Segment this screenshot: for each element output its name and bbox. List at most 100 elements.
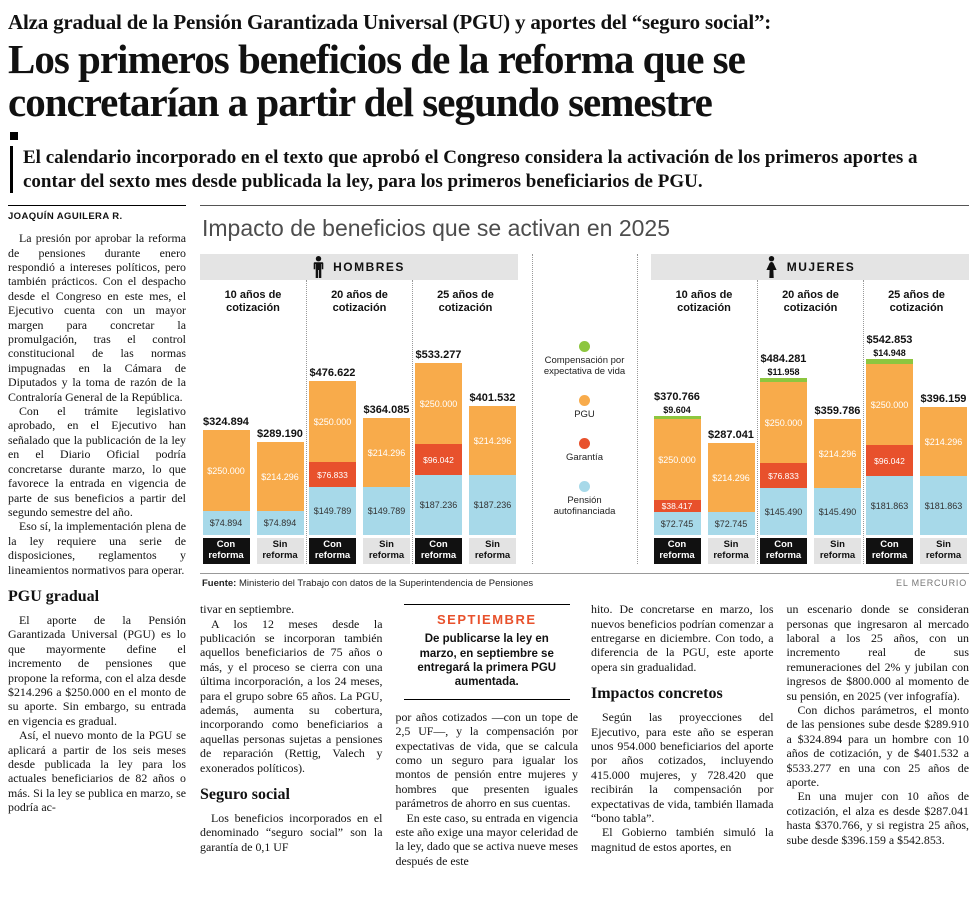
- bars: $533.277 $250.000 $96.042 $187.236 $401.532 $…: [413, 323, 518, 536]
- segment-pgu: $214.296: [256, 442, 304, 512]
- callout-title: SEPTIEMBRE: [436, 612, 537, 628]
- headline-line-1: Los primeros beneficios de la reforma qu…: [8, 36, 746, 82]
- segment-autofinanciada: $145.490: [814, 488, 861, 536]
- article-col-3: SEPTIEMBRE De publicarse la ley en marzo,…: [395, 602, 579, 868]
- compensacion-value: $14.948: [873, 348, 906, 359]
- section-label: HOMBRES: [333, 260, 405, 275]
- segment-autofinanciada: $72.745: [653, 512, 701, 536]
- bar-total: $289.190: [257, 428, 303, 441]
- bar-sin-reforma: $289.190 $214.296 $74.894: [256, 428, 304, 536]
- con-reforma-label: Con reforma: [415, 538, 462, 565]
- segment-autofinanciada: $187.236: [469, 475, 516, 536]
- section-label: MUJERES: [786, 260, 856, 275]
- segment-pgu: $214.296: [469, 406, 516, 476]
- bar-total: $287.041: [708, 429, 754, 442]
- segment-pgu: $214.296: [707, 443, 755, 513]
- bar-sin-reforma: $364.085 $214.296 $149.789: [363, 404, 410, 536]
- bar-total: $401.532: [469, 392, 516, 405]
- bar-con-reforma: $370.766 $9.604 $250.000 $38.417 $72.745: [653, 391, 701, 536]
- body-paragraph: En una mujer con 10 años de cotización, …: [786, 789, 970, 847]
- compensacion-value: $11.958: [767, 367, 800, 378]
- body-paragraph: En este caso, su entrada en vigencia est…: [395, 810, 579, 868]
- body-paragraph: Eso sí, la implementación plena de la le…: [8, 519, 186, 577]
- segment-pgu: $214.296: [363, 418, 410, 488]
- cotizacion-group: 20 años de cotización $476.622 $250.000 $76…: [306, 280, 412, 565]
- sin-reforma-label: Sin reforma: [363, 538, 410, 565]
- segment-pgu: $250.000: [415, 363, 462, 445]
- article-columns: tivar en septiembre. A los 12 meses desde…: [200, 602, 969, 868]
- reforma-labels: Con reforma Sin reforma: [864, 538, 969, 565]
- bar-total: $542.853: [866, 334, 913, 347]
- segment-compensacion: [866, 359, 913, 365]
- reforma-labels: Con reforma Sin reforma: [307, 538, 412, 565]
- legend-label: Compensación por expectativa de vida: [543, 354, 626, 377]
- bars: $324.894 $250.000 $74.894 $289.190 $214.296 $…: [200, 323, 306, 536]
- infographic-title: Impacto de beneficios que se activan en …: [202, 215, 670, 242]
- body-paragraph: por años cotizados —con un tope de 2,5 U…: [395, 709, 579, 811]
- legend-dot-compensacion: [579, 340, 590, 352]
- segment-garantia: $76.833: [760, 463, 807, 489]
- callout-text: De publicarse la ley en marzo, en septie…: [417, 633, 557, 689]
- article-col-1: La presión por aprobar la reforma de pen…: [8, 231, 186, 814]
- article-col-5: un escenario donde se consideran persona…: [787, 602, 970, 868]
- segment-pgu: $250.000: [309, 381, 356, 463]
- cotizacion-group: 10 años de cotización $370.766 $9.604 $250.…: [651, 280, 757, 565]
- legend-item-compensacion: Compensación por expectativa de vida: [537, 340, 633, 378]
- legend-label: Pensión autofinanciada: [553, 494, 616, 517]
- main-content: JOAQUÍN AGUILERA R. La presión por aprob…: [8, 205, 969, 868]
- groups: 10 años de cotización $324.894 $250.000 $74…: [200, 280, 518, 565]
- right-area: Impacto de beneficios que se activan en …: [200, 205, 969, 868]
- bar-total: $364.085: [363, 404, 410, 417]
- segment-pgu: $250.000: [866, 364, 913, 446]
- body-paragraph: Con el trámite legislativo aprobado, en …: [8, 404, 186, 519]
- article-col-1-wrap: JOAQUÍN AGUILERA R. La presión por aprob…: [8, 205, 186, 868]
- body-paragraph: A los 12 meses desde la publicación se i…: [200, 616, 383, 775]
- body-paragraph: Con dichos parámetros, el monto de las p…: [786, 703, 970, 790]
- legend-dot-autofinanciada: [579, 480, 590, 492]
- bars: $542.853 $14.948 $250.000 $96.042 $181.863 $3…: [864, 323, 969, 536]
- section-subhead: Impactos concretos: [591, 685, 723, 703]
- group-label: 10 años de cotización: [675, 289, 733, 315]
- chart-row: HOMBRES 10 años de cotización $324.894 $250…: [200, 254, 969, 565]
- bars: $370.766 $9.604 $250.000 $38.417 $72.745 $287…: [651, 323, 757, 536]
- segment-pgu: $250.000: [202, 430, 250, 512]
- segment-autofinanciada: $187.236: [415, 475, 462, 536]
- byline: JOAQUÍN AGUILERA R.: [8, 205, 186, 222]
- con-reforma-label: Con reforma: [202, 538, 250, 565]
- body-paragraph: un escenario donde se consideran persona…: [786, 602, 970, 703]
- segment-garantia: $38.417: [653, 500, 701, 513]
- segment-pgu: $214.296: [814, 419, 861, 489]
- con-reforma-label: Con reforma: [866, 538, 913, 565]
- segment-autofinanciada: $145.490: [760, 488, 807, 536]
- body-paragraph: tivar en septiembre.: [200, 602, 295, 617]
- segment-garantia: $76.833: [309, 462, 356, 488]
- reforma-labels: Con reforma Sin reforma: [758, 538, 863, 565]
- reforma-labels: Con reforma Sin reforma: [651, 538, 757, 565]
- infographic: Impacto de beneficios que se activan en …: [200, 205, 969, 589]
- sin-reforma-label: Sin reforma: [256, 538, 304, 565]
- sin-reforma-label: Sin reforma: [469, 538, 516, 565]
- section-header-hombres: HOMBRES: [200, 254, 518, 281]
- segment-autofinanciada: $181.863: [866, 476, 913, 536]
- reforma-labels: Con reforma Sin reforma: [413, 538, 518, 565]
- section-subhead: Seguro social: [200, 786, 290, 804]
- chart-legend: Compensación por expectativa de vida PGU G…: [531, 254, 638, 565]
- article-col-4: hito. De concretarse en marzo, los nuevo…: [591, 602, 774, 868]
- source: Fuente: Ministerio del Trabajo con datos…: [202, 578, 533, 589]
- cotizacion-group: 10 años de cotización $324.894 $250.000 $74…: [200, 280, 306, 565]
- source-text: Ministerio del Trabajo con datos de la S…: [238, 578, 534, 590]
- kicker: Alza gradual de la Pensión Garantizada U…: [8, 10, 772, 34]
- body-paragraph: Así, el nuevo monto de la PGU se aplicar…: [8, 728, 186, 815]
- bars: $484.281 $11.958 $250.000 $76.833 $145.490 $3…: [758, 323, 863, 536]
- group-label: 10 años de cotización: [224, 289, 282, 315]
- man-icon: [313, 256, 324, 279]
- bar-sin-reforma: $401.532 $214.296 $187.236: [469, 392, 516, 536]
- segment-garantia: $96.042: [415, 444, 462, 476]
- segment-pgu: $250.000: [653, 419, 701, 501]
- legend-label: PGU: [574, 408, 595, 420]
- lede: El calendario incorporado en el texto qu…: [10, 146, 969, 194]
- cotizacion-group: 25 años de cotización $542.853 $14.948 $250…: [863, 280, 969, 565]
- compensacion-value: $9.604: [663, 405, 691, 416]
- segment-autofinanciada: $149.789: [309, 487, 356, 536]
